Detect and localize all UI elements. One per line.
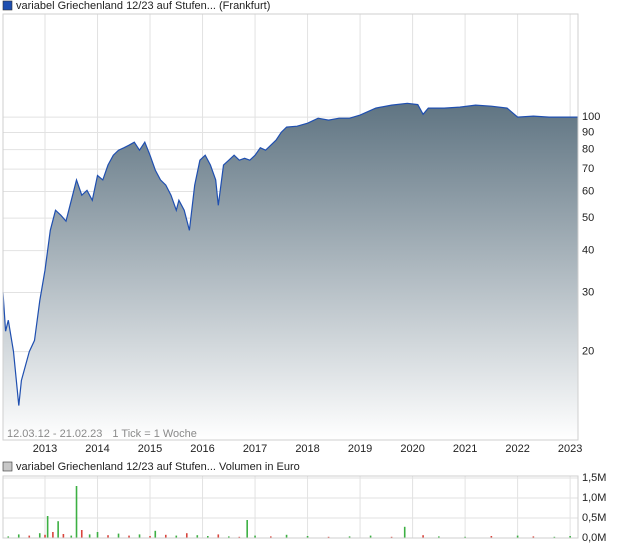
y-tick-label: 0,0M	[582, 532, 606, 544]
x-tick-label: 2016	[190, 443, 214, 455]
volume-bar	[70, 535, 73, 538]
volume-bar	[270, 536, 272, 538]
y-tick-label: 1,0M	[582, 492, 606, 504]
date-range: 12.03.12 - 21.02.23	[7, 428, 102, 440]
y-tick-label: 1,5M	[582, 472, 606, 484]
volume-bar	[390, 536, 393, 538]
volume-bar	[107, 535, 109, 538]
volume-bar	[38, 533, 41, 538]
tick-note: 1 Tick = 1 Woche	[112, 428, 196, 440]
legend-swatch	[2, 461, 13, 472]
volume-bar	[88, 534, 91, 538]
volume-bar	[57, 521, 59, 538]
volume-bar	[254, 535, 256, 538]
volume-bar	[52, 532, 54, 538]
area-fill	[3, 103, 578, 441]
price-line	[2, 102, 578, 406]
x-tick-label: 2019	[348, 443, 372, 455]
volume-bar	[306, 536, 309, 538]
x-tick-label: 2023	[558, 443, 582, 455]
volume-bar	[327, 536, 330, 538]
volume-bar	[46, 516, 49, 538]
volume-bar	[217, 534, 220, 538]
y-tick-label: 100	[582, 111, 600, 123]
y-tick-label: 70	[582, 163, 594, 175]
y-tick-label: 20	[582, 345, 594, 357]
volume-bar	[154, 530, 157, 538]
x-tick-label: 2022	[505, 443, 529, 455]
y-tick-label: 40	[582, 245, 594, 257]
volume-bar	[196, 535, 199, 538]
x-tick-label: 2015	[138, 443, 162, 455]
x-tick-label: 2021	[453, 443, 477, 455]
volume-bar	[117, 533, 120, 538]
volume-bar	[369, 535, 372, 538]
chart-title: variabel Griechenland 12/23 auf Stufen..…	[16, 461, 300, 473]
volume-bar	[206, 536, 209, 538]
volume-bar	[7, 536, 10, 538]
volume-bar	[438, 536, 440, 538]
volume-bar	[62, 534, 65, 538]
volume-bar	[348, 536, 351, 538]
plot-frame	[2, 13, 579, 441]
volume-bar	[464, 536, 466, 538]
y-tick-label: 90	[582, 126, 594, 138]
volume-bar	[532, 536, 535, 538]
volume-bar	[17, 534, 20, 538]
volume-bar	[516, 535, 519, 538]
volume-bar	[44, 534, 46, 538]
x-tick-label: 2017	[243, 443, 267, 455]
volume-bar	[138, 534, 141, 538]
y-tick-label: 80	[582, 144, 594, 156]
volume-bar	[28, 535, 31, 538]
volume-bar	[490, 536, 493, 538]
y-tick-label: 50	[582, 212, 594, 224]
volume-bar	[80, 530, 83, 538]
volume-bar	[128, 535, 130, 538]
x-tick-label: 2014	[85, 443, 109, 455]
legend-swatch	[2, 0, 13, 11]
volume-bar	[185, 533, 188, 538]
volume-bar	[285, 534, 288, 538]
volume-bar	[96, 532, 99, 538]
x-tick-label: 2020	[400, 443, 424, 455]
x-tick-label: 2018	[295, 443, 319, 455]
volume-bar	[553, 536, 556, 538]
volume-bar	[149, 536, 151, 538]
volume-bar	[569, 536, 571, 538]
y-tick-label: 60	[582, 185, 594, 197]
plot-frame	[2, 475, 579, 539]
volume-bar	[238, 536, 241, 538]
volume-bar	[422, 535, 424, 538]
volume-bar	[227, 536, 230, 538]
volume-bar	[246, 520, 248, 538]
y-tick-label: 30	[582, 286, 594, 298]
y-tick-label: 0,5M	[582, 512, 606, 524]
volume-bar	[75, 486, 78, 538]
volume-bar	[164, 534, 167, 538]
volume-bar	[403, 526, 406, 538]
chart-title: variabel Griechenland 12/23 auf Stufen..…	[16, 0, 270, 12]
volume-bar	[175, 535, 178, 538]
x-tick-label: 2013	[33, 443, 57, 455]
